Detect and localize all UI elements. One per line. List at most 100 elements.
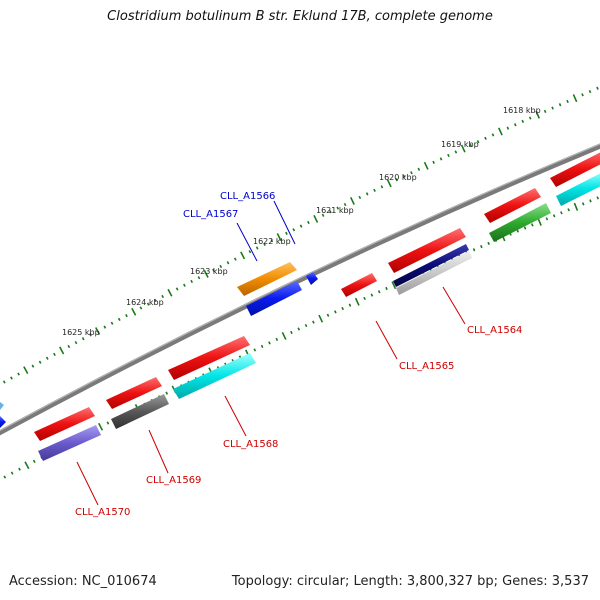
- gene-feature-red-1568[interactable]: [168, 336, 250, 380]
- inner-ring-minor-tick: [3, 475, 7, 479]
- gene-feature-blue-left-edge[interactable]: [0, 416, 6, 428]
- gene-label-cll-a1568[interactable]: CLL_A1568: [223, 439, 278, 450]
- outer-ring-major-tick: [460, 144, 466, 153]
- tick-label-1622: 1622 kbp: [253, 237, 291, 246]
- gene-label-cll-a1570[interactable]: CLL_A1570: [75, 507, 130, 518]
- outer-ring-major-tick: [240, 251, 246, 260]
- gene-label-cll-a1569[interactable]: CLL_A1569: [146, 475, 201, 486]
- inner-ring-minor-tick: [326, 313, 330, 317]
- outer-ring-minor-tick: [417, 167, 421, 171]
- inner-ring-minor-tick: [523, 226, 527, 230]
- gene-feature-purple-1570[interactable]: [38, 425, 101, 461]
- inner-ring-minor-tick: [385, 286, 388, 291]
- gene-feature-green[interactable]: [489, 203, 551, 242]
- outer-ring-major-tick: [167, 288, 173, 297]
- outer-ring-minor-tick: [154, 298, 157, 302]
- outer-ring-minor-tick: [146, 302, 150, 306]
- outer-ring-minor-tick: [233, 257, 237, 261]
- inner-ring-minor-tick: [370, 293, 374, 297]
- outer-ring-minor-tick: [307, 220, 310, 225]
- outer-ring-minor-tick: [270, 239, 274, 243]
- leader-line-cll-a1569: [148, 429, 169, 474]
- outer-ring-minor-tick: [299, 224, 303, 228]
- inner-ring-major-tick: [573, 202, 579, 211]
- gene-label-cll-a1564[interactable]: CLL_A1564: [467, 325, 522, 336]
- gene-feature-blue-small[interactable]: [306, 272, 318, 285]
- inner-ring-minor-tick: [275, 337, 279, 342]
- gene-feature-red-1570[interactable]: [34, 407, 95, 441]
- outer-ring-minor-tick: [491, 133, 495, 137]
- inner-ring-minor-tick: [10, 471, 14, 475]
- inner-ring-minor-tick: [165, 391, 169, 395]
- outer-ring-major-tick: [498, 127, 503, 136]
- outer-ring-minor-tick: [566, 99, 569, 104]
- outer-ring-minor-tick: [343, 202, 347, 207]
- outer-ring-minor-tick: [212, 268, 215, 272]
- outer-ring-major-tick: [59, 346, 65, 355]
- leader-line-cll-a1564: [442, 286, 466, 325]
- outer-ring-minor-tick: [336, 206, 340, 210]
- outer-ring-minor-tick: [380, 185, 384, 189]
- gene-label-cll-a1567[interactable]: CLL_A1567: [183, 209, 238, 220]
- gene-label-cll-a1565[interactable]: CLL_A1565: [399, 361, 454, 372]
- outer-ring-minor-tick: [125, 313, 128, 318]
- outer-ring-minor-tick: [183, 283, 186, 287]
- inner-ring-minor-tick: [18, 467, 21, 471]
- gene-feature-blue[interactable]: [246, 281, 302, 316]
- inner-ring-major-tick: [281, 331, 287, 340]
- inner-ring-minor-tick: [516, 229, 520, 233]
- leader-line-cll-a1567: [236, 222, 258, 262]
- outer-ring-minor-tick: [175, 287, 179, 291]
- outer-ring-minor-tick: [454, 150, 458, 154]
- gene-feature-navy[interactable]: [393, 244, 469, 287]
- outer-ring-minor-tick: [255, 246, 259, 250]
- tick-label-1625: 1625 kbp: [62, 328, 100, 337]
- gene-feature-red-1564[interactable]: [388, 228, 466, 273]
- inner-ring-minor-tick: [253, 348, 257, 352]
- gene-feature-lightblue-left-edge[interactable]: [0, 402, 4, 410]
- outer-ring-minor-tick: [197, 276, 201, 280]
- outer-ring-minor-tick: [432, 160, 435, 164]
- inner-ring-minor-tick: [260, 344, 264, 349]
- inner-ring-major-tick: [537, 217, 542, 226]
- gene-feature-red-edge[interactable]: [550, 150, 600, 187]
- outer-ring-major-tick: [572, 94, 578, 103]
- outer-ring-minor-tick: [506, 126, 510, 130]
- inner-ring-minor-tick: [472, 248, 476, 252]
- outer-tick-ring: [2, 86, 599, 384]
- tick-label-1619: 1619 kbp: [441, 140, 479, 149]
- outer-ring-minor-tick: [528, 116, 532, 120]
- inner-tick-ring: [3, 196, 600, 479]
- inner-ring-minor-tick: [106, 421, 110, 425]
- outer-ring-minor-tick: [484, 136, 487, 140]
- outer-ring-minor-tick: [89, 333, 92, 337]
- gene-feature-orange[interactable]: [237, 262, 297, 296]
- gene-feature-gray-1569[interactable]: [111, 394, 169, 429]
- outer-ring-minor-tick: [588, 89, 592, 94]
- inner-ring-major-tick: [98, 422, 104, 431]
- tick-label-1618: 1618 kbp: [503, 106, 541, 115]
- accession-text: Accession: NC_010674: [9, 574, 157, 589]
- outer-ring-minor-tick: [110, 321, 114, 325]
- gene-feature-red-1569[interactable]: [106, 377, 162, 409]
- outer-ring-minor-tick: [117, 317, 121, 322]
- gene-feature-cyan-1568[interactable]: [173, 353, 256, 399]
- outer-ring-minor-tick: [329, 210, 332, 214]
- gene-feature-cyan-edge[interactable]: [556, 171, 600, 206]
- outer-ring-minor-tick: [410, 171, 413, 175]
- inner-ring-minor-tick: [363, 296, 366, 301]
- tick-label-1624: 1624 kbp: [126, 298, 164, 307]
- inner-ring-minor-tick: [377, 290, 381, 294]
- gene-feature-red-right[interactable]: [484, 188, 541, 223]
- outer-ring-minor-tick: [543, 109, 547, 113]
- leader-line-cll-a1566: [273, 200, 296, 245]
- outer-ring-minor-tick: [103, 325, 107, 329]
- gene-feature-lightgray[interactable]: [396, 251, 472, 295]
- inner-ring-minor-tick: [589, 199, 592, 203]
- inner-ring-minor-tick: [596, 196, 600, 200]
- gene-feature-red-1565[interactable]: [341, 273, 377, 297]
- leader-line-cll-a1568: [224, 395, 247, 437]
- gene-label-cll-a1566[interactable]: CLL_A1566: [220, 191, 275, 202]
- outer-ring-minor-tick: [17, 372, 20, 376]
